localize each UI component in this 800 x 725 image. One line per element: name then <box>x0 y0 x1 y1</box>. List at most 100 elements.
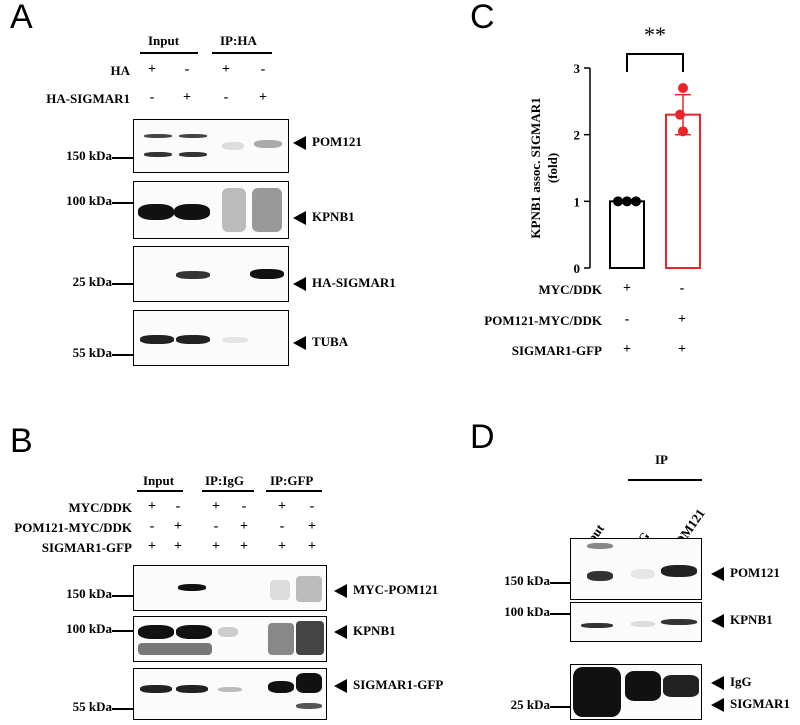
band <box>573 667 621 717</box>
panel-d-header-ip: IP <box>655 452 668 467</box>
panel-b-blot-sigmar1-gfp <box>133 668 327 720</box>
panel-a-row-label: HA <box>110 63 131 78</box>
panel-b-sign: - <box>149 519 155 534</box>
panel-c-sign: + <box>678 342 686 357</box>
band <box>179 152 207 157</box>
panel-b-header-input: Input <box>143 473 175 488</box>
band <box>176 271 210 279</box>
band <box>138 204 174 220</box>
panel-a-marker: 100 kDa <box>66 193 112 208</box>
panel-d-target-label: IgG <box>711 674 752 691</box>
panel-c-sign: + <box>623 342 631 357</box>
band <box>254 140 282 148</box>
panel-b-sign: + <box>174 539 182 554</box>
header-underline <box>266 490 322 492</box>
significance-label: ** <box>644 22 666 47</box>
data-point <box>613 196 623 207</box>
panel-d-target-label-2: SIGMAR1 <box>711 696 790 713</box>
band <box>625 671 661 701</box>
panel-a-row-label: HA-SIGMAR1 <box>46 91 130 106</box>
arrowhead-icon <box>711 698 724 713</box>
arrowhead-icon <box>711 676 724 691</box>
panel-a-sign: + <box>148 62 156 77</box>
band <box>218 627 238 637</box>
band <box>176 685 208 693</box>
panel-c-row-label: POM121-MYC/DDK <box>484 313 602 328</box>
panel-b-target-label: MYC-POM121 <box>334 582 438 599</box>
data-point <box>678 126 688 137</box>
header-underline <box>202 490 254 492</box>
panel-a-header-input-underline <box>140 52 198 54</box>
marker-tick <box>550 706 570 708</box>
panel-b-sign: + <box>174 519 182 534</box>
panel-d-target-label: POM121 <box>711 565 780 582</box>
panel-b-row-label: SIGMAR1-GFP <box>41 540 132 555</box>
panel-a-blot-pom121 <box>133 119 289 173</box>
panel-d-target-label: KPNB1 <box>711 612 773 629</box>
header-underline <box>628 479 702 481</box>
band <box>296 621 324 655</box>
panel-a-letter: A <box>10 0 33 36</box>
panel-b-sign: - <box>309 499 315 514</box>
panel-a-blot-ha-sigmar1 <box>133 246 289 302</box>
panel-b-sign: + <box>212 539 220 554</box>
panel-b-sign: + <box>212 499 220 514</box>
panel-b-sign: - <box>213 519 219 534</box>
marker-tick <box>550 613 570 615</box>
marker-tick <box>112 354 133 356</box>
panel-a-sign: + <box>259 90 267 105</box>
marker-tick <box>112 595 133 597</box>
header-underline <box>137 490 183 492</box>
arrowhead-icon <box>334 679 347 694</box>
panel-a-marker: 150 kDa <box>66 148 112 163</box>
panel-b-sign: + <box>278 499 286 514</box>
panel-a-header-ip-underline <box>212 52 272 54</box>
panel-d-blot-kpnb1 <box>570 602 702 642</box>
band <box>176 335 210 344</box>
panel-a-sign: - <box>149 90 155 105</box>
panel-b-header-ip-igg: IP:IgG <box>205 473 244 488</box>
panel-b-sign: + <box>148 539 156 554</box>
band <box>631 621 655 627</box>
panel-c-row-label: SIGMAR1-GFP <box>511 343 602 358</box>
panel-b-header-ip-gfp: IP:GFP <box>270 473 314 488</box>
band <box>218 687 242 692</box>
y-axis-label: KPNB1 assoc. SIGMAR1 (fold) <box>528 97 560 238</box>
panel-a-blot-tuba <box>133 310 289 366</box>
y-tick-label: 1 <box>574 194 581 209</box>
y-tick-label: 0 <box>574 261 581 276</box>
marker-tick <box>112 708 133 710</box>
marker-tick <box>112 202 133 204</box>
data-point <box>631 196 641 207</box>
arrowhead-icon <box>293 136 306 151</box>
arrowhead-icon <box>334 625 347 640</box>
band <box>296 703 322 709</box>
panel-b-blot-myc-pom121 <box>133 565 327 611</box>
panel-c-sign: + <box>678 312 686 327</box>
band <box>144 152 172 157</box>
panel-b-letter: B <box>10 422 33 460</box>
arrowhead-icon <box>293 211 306 226</box>
arrowhead-icon <box>334 584 347 599</box>
panel-b-sign: - <box>241 499 247 514</box>
panel-c-sign: - <box>624 312 630 327</box>
arrowhead-icon <box>711 567 724 582</box>
panel-b-sign: - <box>279 519 285 534</box>
panel-b-sign: + <box>308 519 316 534</box>
arrowhead-icon <box>293 277 306 292</box>
band <box>250 269 284 279</box>
band <box>296 673 322 693</box>
band <box>222 142 244 150</box>
panel-c-sign: + <box>623 281 631 296</box>
band <box>587 571 613 581</box>
panel-b-marker: 150 kDa <box>66 586 112 601</box>
marker-tick <box>112 157 133 159</box>
band <box>268 681 294 693</box>
panel-a-header-ip: IP:HA <box>220 33 257 48</box>
band <box>252 188 282 232</box>
band <box>661 619 697 625</box>
panel-a-blot-kpnb1 <box>133 181 289 239</box>
panel-b-sign: + <box>240 519 248 534</box>
panel-a-sign: - <box>184 62 190 77</box>
panel-d-blot-igg-sigmar1 <box>570 664 702 720</box>
